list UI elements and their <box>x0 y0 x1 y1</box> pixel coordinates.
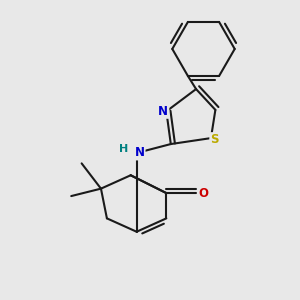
Text: N: N <box>135 146 145 160</box>
Text: S: S <box>210 133 219 146</box>
Text: N: N <box>158 105 168 118</box>
Text: H: H <box>118 143 128 154</box>
Text: O: O <box>199 187 208 200</box>
